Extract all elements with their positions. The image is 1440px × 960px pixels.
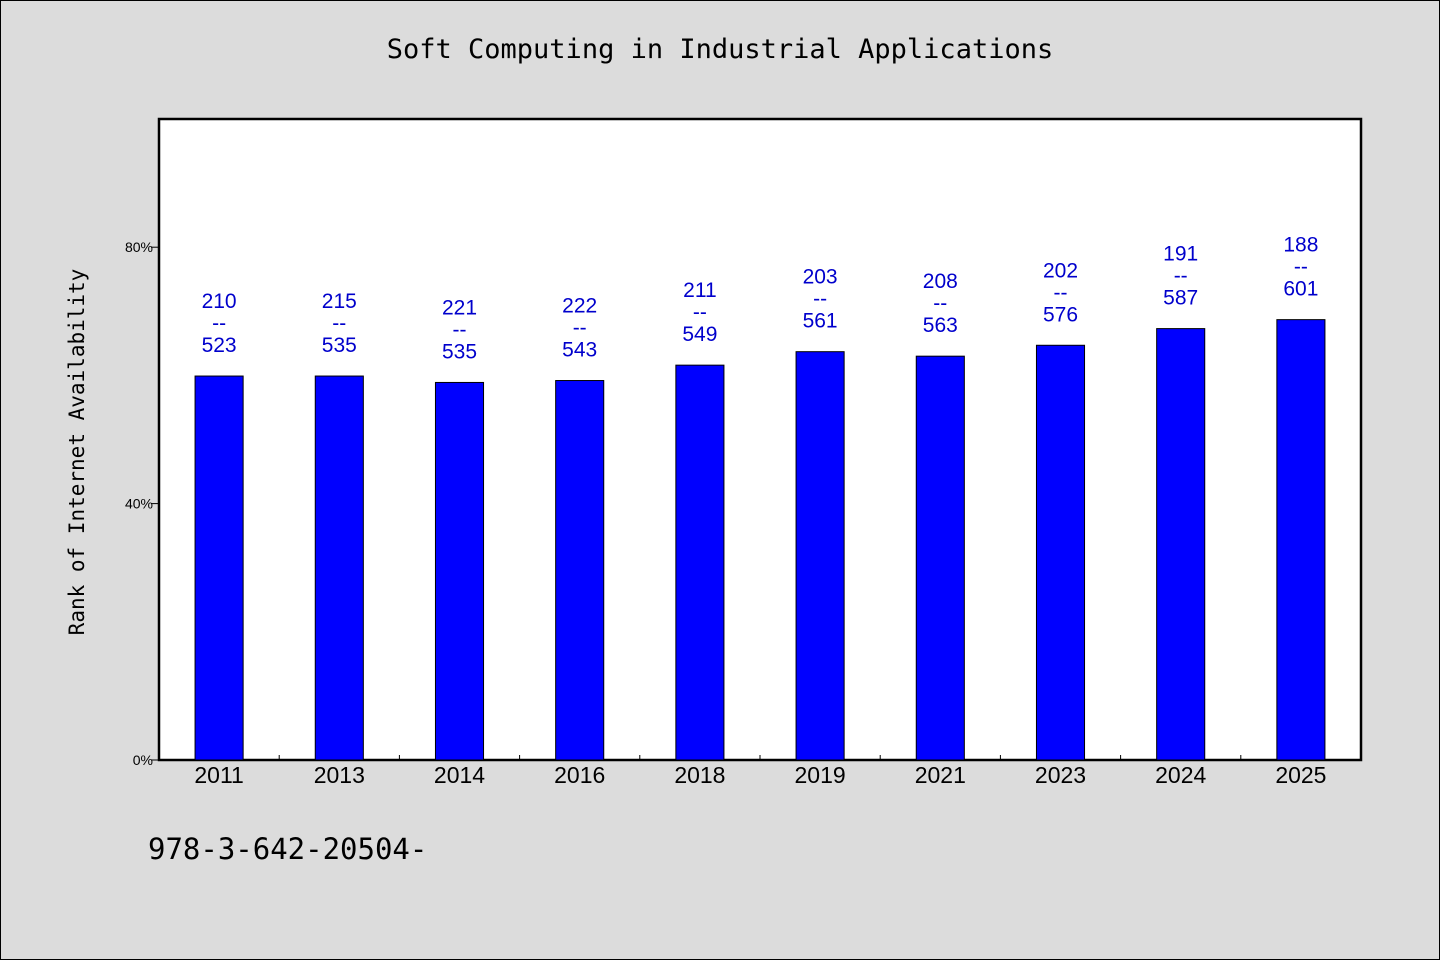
- bar: [194, 375, 244, 761]
- bar-data-label: --: [453, 318, 467, 341]
- y-tick-label: 40%: [125, 496, 153, 512]
- x-tick-label: 2023: [1035, 762, 1086, 788]
- bar: [1276, 319, 1326, 761]
- y-axis-label: Rank of Internet Availability: [65, 269, 89, 636]
- bar-data-label: 208: [923, 270, 958, 293]
- bar: [555, 380, 605, 761]
- bar-data-label: 587: [1163, 287, 1198, 310]
- x-tick-label: 2013: [314, 762, 365, 788]
- bar: [434, 381, 485, 761]
- bar-data-label: --: [1054, 281, 1068, 304]
- bar-data-label: 211: [683, 279, 716, 302]
- bar-data-label: 188: [1283, 234, 1318, 257]
- bar-data-label: --: [212, 312, 226, 335]
- x-tick-label: 2019: [795, 762, 846, 788]
- bar: [675, 364, 725, 761]
- bar: [915, 355, 965, 761]
- footer-isbn: 978-3-642-20504-: [148, 832, 428, 866]
- bar-data-label: --: [693, 301, 707, 324]
- y-tick-label: 80%: [125, 239, 153, 255]
- bar-data-label: --: [573, 317, 587, 340]
- bar-data-label: 221: [442, 296, 477, 319]
- bar: [1156, 328, 1206, 761]
- bar-data-label: --: [1174, 265, 1188, 288]
- x-tick-label: 2018: [674, 762, 725, 788]
- x-tick-label: 2024: [1155, 762, 1206, 788]
- bar: [314, 375, 364, 761]
- data-labels: 210--523215--535221--535222--543211--549…: [202, 234, 1319, 364]
- bar-data-label: --: [933, 292, 947, 315]
- bar-data-label: 576: [1043, 303, 1078, 326]
- x-tick-label: 2014: [434, 762, 485, 788]
- bar-data-label: --: [332, 312, 346, 335]
- y-tick-label: 0%: [133, 752, 153, 768]
- bar-data-label: 191: [1163, 243, 1198, 266]
- bar-data-label: 561: [803, 310, 838, 333]
- bar-data-label: 215: [322, 290, 357, 313]
- x-tick-label: 2025: [1275, 762, 1326, 788]
- bar-data-label: 202: [1043, 259, 1078, 282]
- bar-data-label: 543: [562, 339, 597, 362]
- bar: [795, 351, 845, 761]
- bar-data-label: 535: [322, 334, 357, 357]
- bar-data-label: 210: [202, 290, 237, 313]
- bar-data-label: 535: [442, 340, 477, 363]
- x-tick-label: 2016: [554, 762, 605, 788]
- bar-data-label: 563: [923, 314, 958, 337]
- chart-title: Soft Computing in Industrial Application…: [386, 34, 1054, 65]
- bar-data-label: --: [813, 288, 827, 311]
- bar-data-label: 222: [562, 295, 597, 318]
- bar-data-label: 523: [202, 334, 237, 357]
- bars: [194, 319, 1326, 761]
- bar-data-label: --: [1294, 256, 1308, 279]
- bar-data-label: 203: [803, 266, 838, 289]
- x-tick-label: 2011: [194, 762, 243, 788]
- x-tick-label: 2021: [915, 762, 966, 788]
- y-axis: 0% 40% 80%: [125, 239, 159, 768]
- bar: [1035, 344, 1086, 761]
- x-axis: 2011 2013 2014 2016 2018 2019 2021 2023 2024 2025: [194, 755, 1326, 788]
- bar-data-label: 601: [1283, 278, 1318, 301]
- bar-data-label: 549: [682, 323, 717, 346]
